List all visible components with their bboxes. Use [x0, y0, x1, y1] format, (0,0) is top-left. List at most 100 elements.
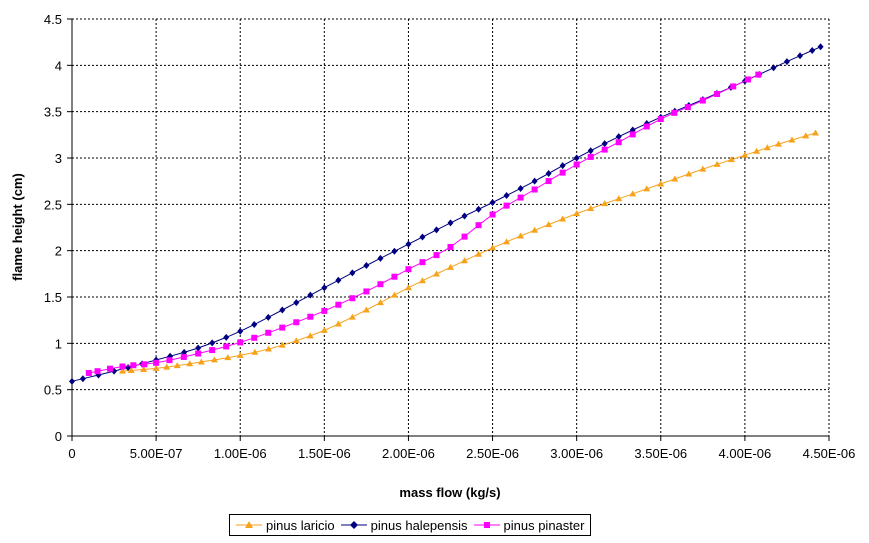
data-point: [684, 104, 691, 111]
data-point: [809, 46, 816, 54]
data-point: [390, 291, 398, 298]
data-point: [153, 359, 160, 366]
data-point: [419, 259, 426, 266]
x-tick-label: 2.00E-06: [382, 446, 435, 461]
data-point: [531, 186, 538, 193]
data-point: [447, 263, 454, 270]
data-point: [391, 273, 398, 280]
data-point: [376, 299, 384, 306]
x-tick-label: 1.50E-06: [298, 446, 351, 461]
diamond-marker-icon: [340, 521, 367, 529]
data-point: [713, 160, 721, 167]
data-point: [186, 360, 194, 367]
data-point: [503, 192, 510, 200]
data-point: [745, 76, 752, 83]
y-tick-label: 2: [55, 244, 62, 259]
data-point: [404, 284, 412, 291]
data-point: [166, 357, 173, 364]
data-point: [141, 361, 148, 368]
data-point: [223, 343, 230, 350]
data-point: [461, 212, 468, 220]
data-point: [292, 337, 300, 344]
data-point: [573, 210, 581, 217]
y-tick-label: 4.5: [44, 12, 62, 27]
x-tick-label: 0: [68, 446, 75, 461]
legend-item-halepensis: pinus halepensis: [340, 518, 468, 533]
data-point: [517, 194, 524, 201]
legend-item-laricio: pinus laricio: [236, 518, 335, 533]
data-point: [405, 240, 412, 248]
data-point: [489, 244, 497, 251]
data-point: [770, 64, 777, 72]
data-point: [377, 281, 384, 288]
data-point: [657, 180, 665, 187]
grid: [72, 18, 830, 436]
y-tick-label: 0.5: [44, 383, 62, 398]
data-point: [197, 358, 205, 365]
data-point: [812, 129, 820, 136]
data-point: [79, 375, 86, 383]
data-point: [671, 175, 679, 182]
data-point: [685, 170, 693, 177]
y-tick-label: 2.5: [44, 197, 62, 212]
data-point: [335, 276, 342, 284]
legend-marker-pinaster: [483, 522, 490, 528]
data-point: [307, 313, 314, 320]
data-point: [349, 269, 356, 277]
data-point: [615, 133, 622, 141]
data-point: [643, 123, 650, 130]
data-point: [783, 58, 790, 66]
data-point: [348, 313, 356, 320]
data-point: [433, 226, 440, 234]
x-tick-label: 2.50E-06: [466, 446, 519, 461]
y-tick-label: 3: [55, 151, 62, 166]
series-pinaster: [85, 71, 762, 376]
y-tick-label: 1.5: [44, 290, 62, 305]
data-point: [237, 339, 244, 346]
data-point: [817, 43, 824, 51]
y-axis-title: flame height (cm): [10, 173, 25, 281]
data-point: [573, 161, 580, 168]
data-point: [489, 198, 496, 206]
data-point: [118, 367, 126, 374]
x-tick-label: 3.00E-06: [550, 446, 603, 461]
data-point: [251, 348, 259, 355]
tick-labels: 0 5.00E-07 1.00E-06 1.50E-06 2.00E-06 2.50E-0…: [44, 12, 855, 461]
chart: 0 5.00E-07 1.00E-06 1.50E-06 2.00E-06 2.50E-0…: [10, 12, 855, 500]
data-point: [741, 151, 749, 158]
data-point: [107, 365, 114, 372]
data-point: [727, 156, 735, 163]
data-point: [210, 356, 218, 363]
x-tick-label: 3.50E-06: [634, 446, 687, 461]
data-point: [377, 254, 384, 262]
data-point: [643, 185, 651, 192]
data-point: [755, 71, 762, 78]
data-point: [671, 109, 678, 116]
data-point: [251, 334, 258, 341]
data-point: [237, 327, 244, 335]
data-point: [797, 52, 804, 60]
data-point: [775, 140, 783, 147]
data-point: [265, 329, 272, 336]
y-tick-label: 3.5: [44, 105, 62, 120]
data-point: [475, 250, 483, 257]
data-point: [788, 136, 796, 143]
data-point: [461, 233, 468, 240]
data-point: [615, 195, 623, 202]
series-layer: [69, 43, 824, 385]
legend-label-laricio: pinus laricio: [266, 517, 335, 533]
data-point: [559, 169, 566, 176]
data-point: [236, 351, 244, 358]
data-point: [629, 131, 636, 138]
data-point: [489, 211, 496, 218]
data-point: [363, 261, 370, 269]
data-point: [173, 362, 181, 369]
data-point: [559, 215, 567, 222]
data-point: [517, 184, 524, 192]
data-point: [531, 177, 538, 185]
data-point: [195, 350, 202, 357]
data-point: [307, 291, 314, 299]
data-point: [130, 362, 137, 369]
data-point: [573, 154, 580, 162]
data-point: [306, 332, 314, 339]
